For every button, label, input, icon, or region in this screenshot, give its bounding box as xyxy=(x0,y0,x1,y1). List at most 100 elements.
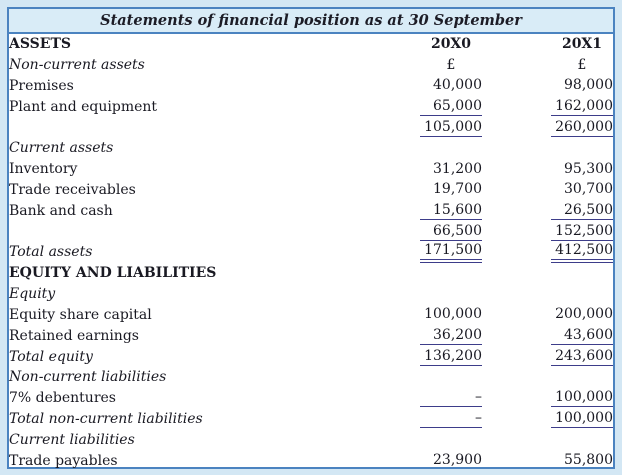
value-20x1-text xyxy=(551,297,613,298)
value-20x0: – xyxy=(362,388,482,409)
value-20x1 xyxy=(482,284,613,305)
row-label: ASSETS xyxy=(9,36,71,53)
table-row: 7% debentures – 100,000 xyxy=(9,388,613,409)
value-20x0: 100,000 xyxy=(362,305,482,326)
value-20x0: 20X0 xyxy=(362,34,482,55)
value-20x1-text xyxy=(551,380,613,381)
row-label: 7% debentures xyxy=(9,390,116,407)
value-20x0-text xyxy=(420,443,482,444)
table-row: Total equity 136,200 243,600 xyxy=(9,346,613,367)
table-row: 105,000 260,000 xyxy=(9,117,613,138)
value-20x0-text xyxy=(420,276,482,277)
value-20x0-text: 40,000 xyxy=(433,77,482,94)
value-20x1: 162,000 xyxy=(482,96,613,117)
value-20x1-text: 152,500 xyxy=(551,223,613,241)
value-20x0: 23,900 xyxy=(362,450,482,471)
row-label xyxy=(9,221,362,242)
table-row: Premises 40,000 98,000 xyxy=(9,76,613,97)
value-20x0-text: 19,700 xyxy=(433,181,482,198)
value-20x1: 100,000 xyxy=(482,409,613,430)
value-20x0: 105,000 xyxy=(362,117,482,138)
statement-title: Statements of financial position as at 3… xyxy=(9,9,613,34)
row-label: Retained earnings xyxy=(9,327,139,344)
value-20x1-text xyxy=(551,151,613,152)
value-20x0-text: 65,000 xyxy=(420,98,482,116)
value-20x1 xyxy=(482,263,613,284)
value-20x1: 100,000 xyxy=(482,388,613,409)
value-20x0-text: 66,500 xyxy=(420,223,482,241)
table-row: Non-current liabilities xyxy=(9,367,613,388)
value-20x1-text: 95,300 xyxy=(564,160,613,177)
table-row: Current liabilities xyxy=(9,429,613,450)
table-row: Inventory 31,200 95,300 xyxy=(9,159,613,180)
row-label: Non-current liabilities xyxy=(9,369,167,386)
table-body: ASSETS 20X0 20X1 Non-current assets £ £ … xyxy=(9,34,613,471)
value-20x0: 66,500 xyxy=(362,221,482,242)
value-20x0-text: – xyxy=(420,410,482,428)
value-20x1: 98,000 xyxy=(482,76,613,97)
value-20x0: 40,000 xyxy=(362,76,482,97)
row-label: Plant and equipment xyxy=(9,98,158,115)
row-label: EQUITY AND LIABILITIES xyxy=(9,265,217,282)
value-20x0-text: 20X0 xyxy=(430,35,472,52)
table-row: Trade receivables 19,700 30,700 xyxy=(9,180,613,201)
value-20x0-text xyxy=(420,151,482,152)
value-20x1-text: 100,000 xyxy=(551,410,613,428)
value-20x0 xyxy=(362,367,482,388)
table-row: Total assets 171,500 412,500 xyxy=(9,242,613,263)
statement-sheet: Statements of financial position as at 3… xyxy=(7,7,615,469)
row-label: Trade payables xyxy=(9,452,118,469)
value-20x0-text xyxy=(420,297,482,298)
table-row: Bank and cash 15,600 26,500 xyxy=(9,200,613,221)
value-20x1-text: 30,700 xyxy=(564,181,613,198)
value-20x0-text: 136,200 xyxy=(420,348,482,366)
row-label: Bank and cash xyxy=(9,202,113,219)
value-20x1-text: 243,600 xyxy=(551,348,613,366)
value-20x1: 20X1 xyxy=(482,34,613,55)
value-20x0: 31,200 xyxy=(362,159,482,180)
value-20x0-text: 36,200 xyxy=(420,327,482,345)
row-label: Premises xyxy=(9,77,74,94)
value-20x0-text: 23,900 xyxy=(433,452,482,469)
value-20x1-text: 200,000 xyxy=(555,306,613,323)
value-20x1-text: 100,000 xyxy=(551,389,613,408)
value-20x0: 36,200 xyxy=(362,325,482,346)
row-label: Total equity xyxy=(9,348,93,365)
value-20x0 xyxy=(362,263,482,284)
value-20x0: 171,500 xyxy=(362,242,482,263)
value-20x1-text xyxy=(551,276,613,277)
value-20x1: 200,000 xyxy=(482,305,613,326)
value-20x1-text: 412,500 xyxy=(551,242,613,263)
row-label: Trade receivables xyxy=(9,181,136,198)
financial-position-table: ASSETS 20X0 20X1 Non-current assets £ £ … xyxy=(9,34,613,471)
value-20x1: 152,500 xyxy=(482,221,613,242)
value-20x1: 243,600 xyxy=(482,346,613,367)
value-20x1: £ xyxy=(482,55,613,76)
value-20x0-text: 15,600 xyxy=(420,202,482,220)
value-20x0: 19,700 xyxy=(362,180,482,201)
value-20x0 xyxy=(362,429,482,450)
value-20x0 xyxy=(362,138,482,159)
value-20x1-text: 260,000 xyxy=(551,119,613,137)
row-label: Current assets xyxy=(9,140,114,157)
value-20x1-text: 98,000 xyxy=(564,77,613,94)
table-row: Non-current assets £ £ xyxy=(9,55,613,76)
value-20x0-text: 31,200 xyxy=(433,160,482,177)
value-20x1: 30,700 xyxy=(482,180,613,201)
value-20x0-text: 171,500 xyxy=(420,242,482,263)
row-label: Equity share capital xyxy=(9,306,152,323)
table-row: Equity share capital 100,000 200,000 xyxy=(9,305,613,326)
value-20x0: – xyxy=(362,409,482,430)
value-20x0 xyxy=(362,284,482,305)
table-row: EQUITY AND LIABILITIES xyxy=(9,263,613,284)
value-20x1: 260,000 xyxy=(482,117,613,138)
row-label: Current liabilities xyxy=(9,431,135,448)
value-20x0-text: – xyxy=(420,389,482,408)
value-20x1: 55,800 xyxy=(482,450,613,471)
value-20x1-text xyxy=(551,443,613,444)
row-label: Equity xyxy=(9,286,56,303)
value-20x0: 136,200 xyxy=(362,346,482,367)
table-row: Equity xyxy=(9,284,613,305)
table-row: Trade payables 23,900 55,800 xyxy=(9,450,613,471)
value-20x1: 43,600 xyxy=(482,325,613,346)
